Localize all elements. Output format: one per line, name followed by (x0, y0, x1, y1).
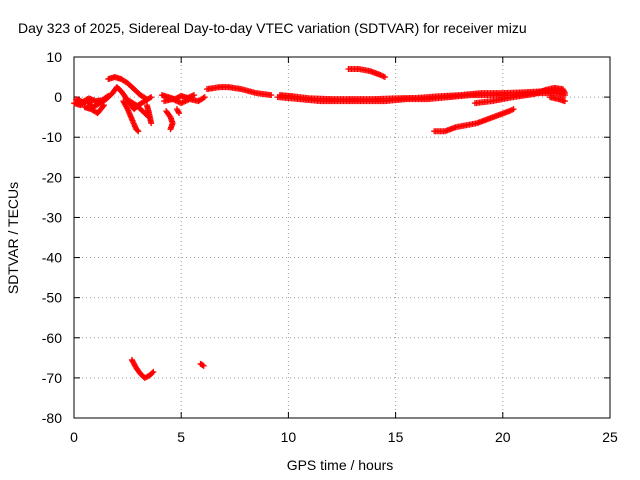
y-tick-label: -20 (42, 169, 62, 185)
data-point (561, 98, 568, 105)
data-point (101, 102, 108, 109)
data-points (71, 66, 568, 381)
x-tick-label: 20 (495, 429, 511, 445)
data-point (268, 92, 275, 99)
data-point (510, 106, 517, 113)
data-point (135, 128, 142, 135)
x-tick-label: 0 (70, 429, 78, 445)
y-axis-label: SDTVAR / TECUs (5, 182, 21, 294)
plot-frame (73, 56, 611, 419)
chart-title: Day 323 of 2025, Sidereal Day-to-day VTE… (18, 20, 527, 36)
data-point (200, 362, 207, 369)
x-tick-label: 15 (388, 429, 404, 445)
data-point (143, 96, 150, 103)
data-point (191, 92, 198, 99)
data-point (148, 94, 155, 101)
y-tick-label: -30 (42, 209, 62, 225)
data-point (150, 368, 157, 375)
axis-ticks: 0 5 10 15 20 25 10 0 -10 -20 -30 -40 -50 -60 -70 -80 (42, 49, 618, 445)
x-tick-label: 5 (177, 429, 185, 445)
x-axis-label: GPS time / hours (287, 457, 394, 473)
data-point (176, 110, 183, 117)
y-tick-label: 0 (54, 89, 62, 105)
data-point (149, 369, 156, 376)
data-point (381, 74, 388, 81)
y-tick-label: -70 (42, 370, 62, 386)
y-tick-label: -40 (42, 250, 62, 266)
grid (74, 57, 610, 418)
data-point (200, 94, 207, 101)
data-point (561, 90, 568, 97)
data-point (105, 92, 112, 99)
data-point (561, 88, 568, 95)
y-tick-label: -10 (42, 129, 62, 145)
data-point (100, 103, 107, 110)
y-tick-label: 10 (46, 49, 62, 65)
y-tick-label: -60 (42, 330, 62, 346)
data-point (199, 362, 206, 369)
x-tick-label: 25 (602, 429, 618, 445)
data-point (201, 94, 208, 101)
data-point (142, 95, 149, 102)
data-point (148, 120, 155, 127)
y-tick-label: -50 (42, 290, 62, 306)
data-point (104, 93, 111, 100)
data-point (134, 127, 141, 134)
data-point (175, 108, 182, 115)
x-tick-label: 10 (281, 429, 297, 445)
data-point (123, 104, 130, 111)
data-point (167, 126, 174, 133)
y-tick-label: -80 (42, 410, 62, 426)
